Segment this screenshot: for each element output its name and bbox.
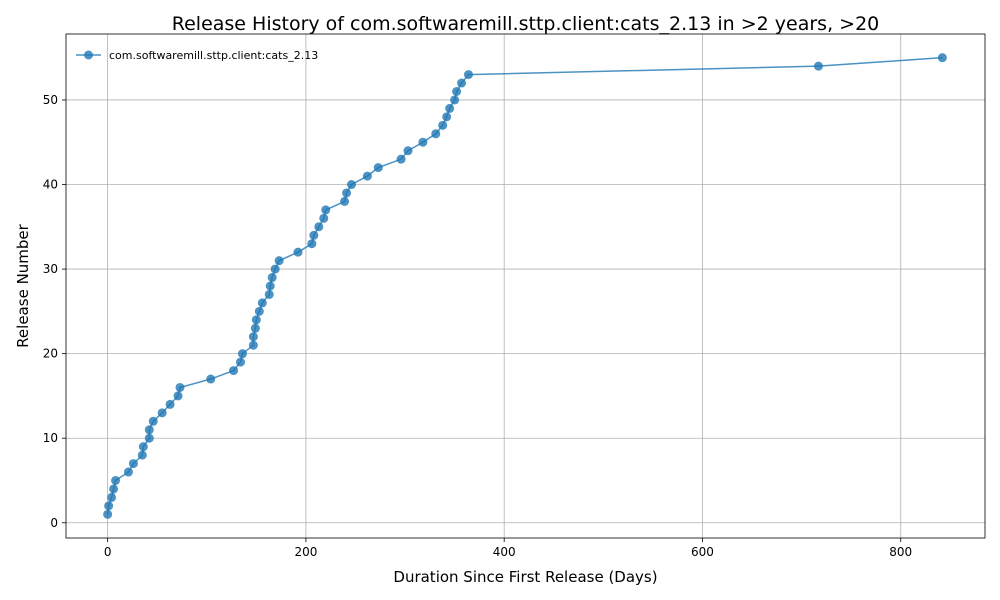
data-point [254, 306, 264, 316]
data-point [107, 492, 117, 502]
data-point [307, 239, 317, 249]
x-tick-label: 0 [104, 545, 112, 559]
x-tick-label: 400 [493, 545, 516, 559]
data-point [457, 78, 467, 88]
data-point [293, 247, 303, 257]
data-point [450, 95, 460, 105]
data-point [157, 408, 167, 418]
data-point [270, 264, 280, 274]
data-point [396, 154, 406, 164]
y-tick-label: 50 [43, 93, 58, 107]
data-point [937, 53, 947, 63]
data-point [103, 509, 113, 519]
data-point [342, 188, 352, 198]
plot-frame [65, 33, 986, 539]
grid [66, 34, 985, 538]
data-point [373, 163, 383, 173]
data-point [173, 391, 183, 401]
data-point [347, 180, 357, 190]
data-point [314, 222, 324, 232]
data-point [229, 366, 239, 376]
data-point [438, 120, 448, 130]
data-point [813, 61, 823, 71]
x-tick-label: 600 [691, 545, 714, 559]
y-tick-label: 0 [50, 516, 58, 530]
data-point [265, 281, 275, 291]
data-point [418, 137, 428, 147]
data-point [452, 87, 462, 97]
data-point [128, 459, 138, 469]
data-point [267, 273, 277, 283]
data-point [248, 340, 258, 350]
data-point [463, 70, 473, 80]
data-point [431, 129, 441, 139]
data-point [274, 256, 284, 266]
x-tick-label: 800 [889, 545, 912, 559]
data-point [175, 382, 185, 392]
legend: com.softwaremill.sttp.client:cats_2.13 [76, 49, 318, 62]
data-point [109, 484, 119, 494]
data-point [148, 416, 158, 426]
data-point [165, 399, 175, 409]
data-point [319, 213, 329, 223]
y-tick-label: 40 [43, 178, 58, 192]
y-axis-label: Release Number [14, 223, 32, 347]
data-point [123, 467, 133, 477]
data-point [206, 374, 216, 384]
x-axis-label: Duration Since First Release (Days) [393, 568, 657, 586]
legend-label: com.softwaremill.sttp.client:cats_2.13 [109, 49, 318, 62]
y-tick-label: 10 [43, 431, 58, 445]
series-layer [103, 53, 947, 519]
data-point [144, 425, 154, 435]
data-point [264, 289, 274, 299]
data-point [309, 230, 319, 240]
data-point [111, 475, 121, 485]
y-tick-label: 20 [43, 347, 58, 361]
legend-marker [84, 50, 93, 60]
data-point [104, 501, 114, 511]
data-point [144, 433, 154, 443]
data-point [362, 171, 372, 181]
data-point [340, 196, 350, 206]
data-point [248, 332, 258, 342]
data-point [321, 205, 331, 215]
data-point [250, 323, 260, 333]
data-point [442, 112, 452, 122]
y-tick-label: 30 [43, 262, 58, 276]
data-point [138, 442, 148, 452]
chart-title: Release History of com.softwaremill.sttp… [172, 13, 880, 35]
data-point [235, 357, 245, 367]
data-point [403, 146, 413, 156]
data-point [257, 298, 267, 308]
data-point [251, 315, 261, 325]
x-tick-label: 200 [294, 545, 317, 559]
data-point [237, 349, 247, 359]
axis-ticks: 0 200 400 600 800 0 10 20 30 40 50 [43, 93, 912, 559]
data-point [445, 103, 455, 113]
data-point [137, 450, 147, 460]
